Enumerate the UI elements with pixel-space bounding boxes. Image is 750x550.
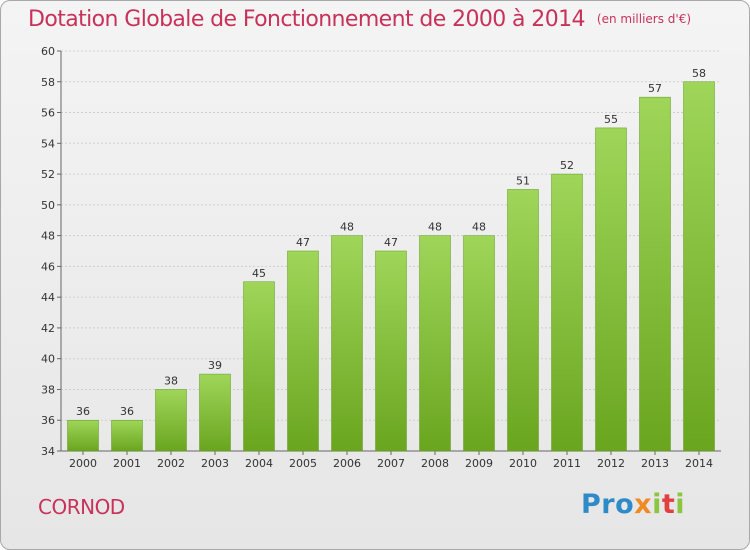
data-label-2010: 51 — [516, 174, 530, 187]
y-tick-label: 48 — [41, 230, 55, 243]
chart-title: Dotation Globale de Fonctionnement de 20… — [28, 7, 691, 32]
data-label-2008: 48 — [428, 221, 442, 234]
bar-2010 — [507, 189, 539, 452]
x-tick-label: 2006 — [333, 457, 361, 470]
data-label-2014: 58 — [692, 67, 706, 80]
y-tick-label: 38 — [41, 383, 55, 396]
data-label-2012: 55 — [604, 113, 618, 126]
y-tick-label: 40 — [41, 353, 55, 366]
bar-2003 — [199, 373, 231, 452]
data-label-2004: 45 — [252, 267, 266, 280]
bar-2009 — [463, 235, 495, 452]
data-label-2002: 38 — [164, 374, 178, 387]
bar-2005 — [287, 250, 319, 452]
bar-2001 — [111, 419, 143, 452]
y-tick-label: 46 — [41, 260, 55, 273]
x-tick-label: 2003 — [201, 457, 229, 470]
data-label-2005: 47 — [296, 236, 310, 249]
x-tick-label: 2013 — [641, 457, 669, 470]
x-tick-label: 2005 — [289, 457, 317, 470]
y-tick-label: 50 — [41, 199, 55, 212]
logo-part-t: t — [661, 489, 676, 520]
bar-2013 — [639, 96, 671, 452]
bar-2002 — [155, 389, 187, 452]
data-label-2013: 57 — [648, 82, 662, 95]
x-tick-label: 2014 — [685, 457, 713, 470]
y-tick-label: 58 — [41, 76, 55, 89]
data-label-2011: 52 — [560, 159, 574, 172]
y-tick-label: 56 — [41, 107, 55, 120]
x-tick-label: 2000 — [69, 457, 97, 470]
proxiti-logo: Proxiti — [581, 489, 685, 520]
bar-2008 — [419, 235, 451, 452]
data-label-2000: 36 — [76, 405, 90, 418]
x-tick-labels: 2000 2001 2002 2003 2004 2005 2006 2007 2008 2009… — [69, 457, 713, 470]
x-tick-label: 2010 — [509, 457, 537, 470]
bars — [67, 81, 715, 452]
x-tick-label: 2011 — [553, 457, 581, 470]
y-tick-label: 34 — [41, 445, 55, 458]
bar-2014 — [683, 81, 715, 452]
y-tick-label: 36 — [41, 414, 55, 427]
x-tick-label: 2012 — [597, 457, 625, 470]
data-label-2003: 39 — [208, 359, 222, 372]
data-label-2001: 36 — [120, 405, 134, 418]
logo-part-x: x — [634, 489, 653, 520]
data-labels: 36 36 38 39 45 47 48 47 48 48 51 52 55 57 58 — [76, 67, 706, 418]
y-tick-labels: 34 36 38 40 42 44 46 48 50 52 54 56 58 60 — [41, 45, 55, 458]
location-name: CORNOD — [38, 495, 125, 519]
y-tick-label: 44 — [41, 291, 55, 304]
bar-2012 — [595, 127, 627, 452]
bar-2004 — [243, 281, 275, 452]
logo-part-i: i — [652, 489, 662, 520]
bar-2000 — [67, 419, 99, 452]
y-tick-label: 42 — [41, 322, 55, 335]
data-label-2006: 48 — [340, 221, 354, 234]
logo-part-pro: Pro — [581, 489, 635, 520]
y-tick-label: 52 — [41, 168, 55, 181]
bar-2011 — [551, 173, 583, 452]
x-tick-label: 2004 — [245, 457, 273, 470]
data-label-2007: 47 — [384, 236, 398, 249]
data-label-2009: 48 — [472, 221, 486, 234]
chart-subtitle: (en milliers d'€) — [596, 12, 692, 26]
bar-2006 — [331, 235, 363, 452]
x-tick-label: 2008 — [421, 457, 449, 470]
y-tick-label: 54 — [41, 137, 55, 150]
x-tick-label: 2001 — [113, 457, 141, 470]
x-tick-label: 2007 — [377, 457, 405, 470]
x-tick-label: 2002 — [157, 457, 185, 470]
x-tick-label: 2009 — [465, 457, 493, 470]
bar-2007 — [375, 250, 407, 452]
chart-title-text: Dotation Globale de Fonctionnement de 20… — [28, 7, 586, 32]
y-tick-label: 60 — [41, 45, 55, 58]
logo-part-i2: i — [675, 489, 686, 520]
